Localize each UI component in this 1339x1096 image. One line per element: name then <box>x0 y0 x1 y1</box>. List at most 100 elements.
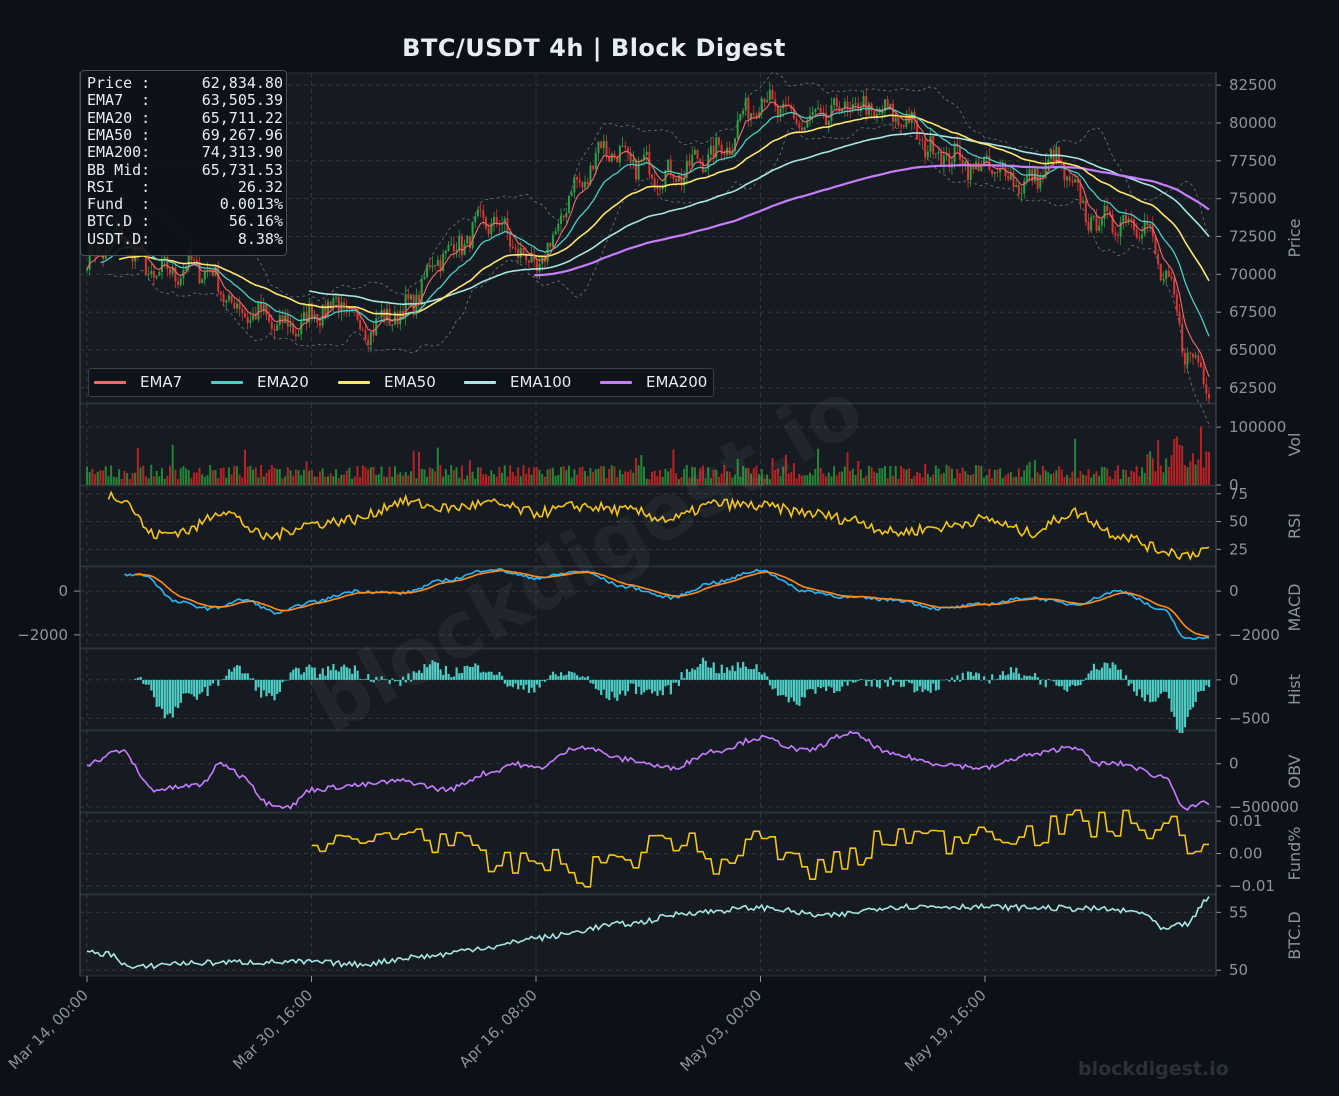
volume-bar <box>576 474 579 485</box>
volume-bar <box>841 471 844 485</box>
price-candle <box>696 149 699 159</box>
macd-histogram-bar <box>827 679 830 687</box>
volume-bar <box>479 467 482 485</box>
volume-bar <box>458 477 461 485</box>
macd-histogram-bar <box>559 672 563 680</box>
macd-histogram-bar <box>573 672 576 680</box>
volume-bar <box>471 471 474 485</box>
macd-histogram-bar <box>522 679 525 690</box>
volume-bar <box>297 470 300 485</box>
price-candle <box>621 145 624 147</box>
price-candle <box>763 98 766 103</box>
macd-histogram-bar <box>412 671 415 680</box>
price-candle <box>787 104 790 106</box>
price-candle <box>452 244 455 252</box>
price-candle <box>391 324 394 326</box>
volume-bar <box>86 466 88 485</box>
price-candle <box>908 115 911 123</box>
macd-histogram-bar <box>493 674 496 680</box>
volume-bar <box>608 468 611 485</box>
price-candle <box>1157 254 1160 264</box>
price-candle <box>241 309 244 314</box>
price-candle <box>672 175 675 179</box>
volume-bar <box>592 471 595 485</box>
volume-bar <box>621 474 624 485</box>
price-candle <box>1116 235 1119 237</box>
macd-histogram-bar <box>345 667 348 680</box>
macd-histogram-bar <box>811 679 814 690</box>
macd-histogram-bar <box>752 668 755 680</box>
price-candle <box>460 235 463 256</box>
volume-bar <box>728 471 731 485</box>
price-candle <box>257 301 260 320</box>
price-candle <box>144 251 147 275</box>
price-candle <box>1146 220 1149 226</box>
volume-bar <box>1028 461 1031 485</box>
macd-histogram-bar <box>717 673 721 680</box>
price-candle <box>471 222 474 248</box>
price-candle <box>768 89 771 101</box>
volume-bar <box>428 467 431 485</box>
macd-histogram-bar <box>1031 676 1034 680</box>
price-candle <box>195 260 198 262</box>
macd-histogram-bar <box>1071 679 1074 685</box>
macd-histogram-bar <box>206 679 209 697</box>
macd-histogram-bar <box>602 679 606 690</box>
info-value: 65,711.22 <box>201 108 283 127</box>
volume-bar <box>99 469 102 485</box>
price-candle <box>297 334 300 337</box>
price-candle <box>739 114 742 121</box>
volume-bar <box>423 469 426 485</box>
price-candle <box>918 139 921 141</box>
macd-histogram-bar <box>667 679 670 686</box>
macd-histogram-bar <box>1033 672 1037 680</box>
macd-histogram-bar <box>1116 669 1120 680</box>
price-candle <box>361 329 364 331</box>
price-candle <box>1079 182 1082 204</box>
volume-bar <box>584 470 587 485</box>
indicator-info-box: Price : 62,834.80 EMA7 : 63,505.39 EMA20 : 65… <box>80 70 287 256</box>
price-candle <box>345 308 348 311</box>
volume-bar <box>158 476 161 485</box>
macd-histogram-bar <box>1084 678 1088 680</box>
volume-bar <box>956 469 959 485</box>
macd-histogram-bar <box>584 677 587 680</box>
volume-bar <box>999 468 1002 485</box>
bollinger-lower-band <box>108 124 1210 425</box>
macd-histogram-bar <box>455 667 458 680</box>
volume-bar <box>993 469 996 485</box>
volume-bar <box>292 475 295 485</box>
volume-bar <box>817 448 820 485</box>
volume-bar <box>340 474 343 485</box>
macd-histogram-bar <box>514 679 517 684</box>
volume-bar <box>932 474 935 485</box>
macd-histogram-bar <box>163 679 166 719</box>
volume-bar <box>484 474 487 485</box>
price-candle <box>731 151 734 155</box>
price-candle <box>254 315 257 320</box>
macd-histogram-bar <box>929 679 932 693</box>
info-label: EMA200: <box>87 143 151 162</box>
volume-bar <box>321 468 324 485</box>
price-candle <box>902 125 905 127</box>
funding-rate-line <box>311 809 1209 888</box>
volume-bar <box>343 474 346 485</box>
macd-histogram-bar <box>1191 679 1195 708</box>
x-tick-label: Mar 30, 16:00 <box>229 986 316 1073</box>
bollinger-upper-band <box>108 72 1210 302</box>
volume-bar <box>849 470 852 485</box>
macd-histogram-bar <box>894 679 897 682</box>
volume-bar <box>803 475 806 485</box>
price-candle <box>1063 163 1066 181</box>
price-candle <box>198 261 201 283</box>
macd-histogram-bar <box>875 679 879 687</box>
macd-histogram-bar <box>1063 679 1066 690</box>
volume-bar <box>1146 453 1149 485</box>
macd-histogram-bar <box>1157 679 1160 698</box>
macd-histogram-bar <box>942 679 946 681</box>
macd-histogram-bar <box>554 674 557 680</box>
macd-histogram-bar <box>958 679 962 682</box>
macd-histogram-bar <box>450 677 453 680</box>
volume-bar <box>329 473 332 485</box>
macd-histogram-bar <box>771 679 774 690</box>
